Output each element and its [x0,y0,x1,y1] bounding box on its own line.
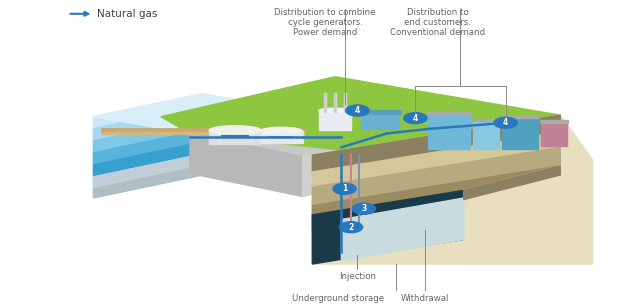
Bar [361,114,399,129]
Polygon shape [303,134,409,196]
Text: Natural gas: Natural gas [97,9,157,19]
Polygon shape [312,166,560,230]
Text: 4: 4 [413,114,418,123]
Polygon shape [93,106,203,141]
Text: 1: 1 [342,184,347,193]
Polygon shape [312,147,560,206]
Polygon shape [341,198,464,261]
Polygon shape [93,94,203,129]
Polygon shape [312,115,560,172]
Polygon shape [312,190,464,264]
Text: Underground storage: Underground storage [292,294,384,303]
Polygon shape [161,77,560,155]
Text: 3: 3 [361,204,366,213]
Ellipse shape [260,127,303,135]
Bar [427,111,471,114]
Text: 2: 2 [348,223,354,232]
Bar [319,111,351,130]
Polygon shape [93,94,296,134]
Bar [501,116,539,118]
Ellipse shape [209,126,261,135]
Polygon shape [93,166,203,198]
Text: 4: 4 [355,106,360,115]
Circle shape [404,113,427,124]
Polygon shape [312,132,560,187]
Bar [428,114,470,149]
Polygon shape [190,134,303,196]
Polygon shape [93,154,203,189]
Bar [209,130,261,144]
Bar [261,131,303,143]
Polygon shape [464,166,560,200]
Polygon shape [464,166,560,264]
Bar [540,120,568,123]
Polygon shape [190,111,409,157]
Text: Withdrawal: Withdrawal [401,294,450,303]
Polygon shape [93,130,203,165]
Bar [473,121,499,149]
Circle shape [352,203,375,214]
Circle shape [494,117,517,128]
Polygon shape [312,115,592,264]
Polygon shape [93,142,203,177]
Bar [359,110,401,114]
Polygon shape [93,118,203,153]
Text: 4: 4 [503,118,508,127]
Text: Injection: Injection [339,272,376,281]
Text: Distribution to combine
cycle generators.
Power demand: Distribution to combine cycle generators… [274,8,376,37]
Circle shape [346,105,369,116]
Bar [502,118,538,149]
Bar [472,119,500,121]
Ellipse shape [209,126,261,135]
Bar [541,123,567,146]
Circle shape [333,183,356,194]
Text: Distribution to
end customers.
Conventional demand: Distribution to end customers. Conventio… [390,8,486,37]
Ellipse shape [319,108,351,113]
Circle shape [339,222,363,233]
